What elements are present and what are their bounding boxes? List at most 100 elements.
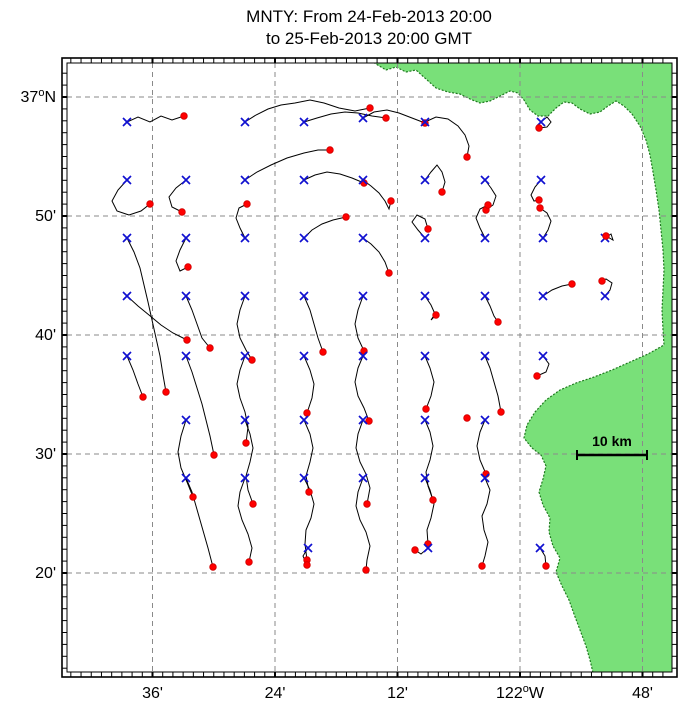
trajectory-path (303, 295, 324, 353)
trajectory-start-marker (358, 473, 368, 483)
scale-bar: 10 km (576, 433, 648, 460)
trajectory-end-marker (245, 558, 253, 566)
trajectory-start-marker (122, 351, 132, 361)
y-tick-label: 50' (35, 208, 56, 225)
trajectory-start-marker (122, 175, 132, 185)
land-polygon (373, 63, 672, 672)
trajectory-start-marker (358, 113, 368, 123)
figure-title-line1: MNTY: From 24-Feb-2013 20:00 (246, 7, 492, 26)
x-tick-label: 36' (142, 685, 163, 702)
trajectory-end-marker (602, 232, 610, 240)
trajectory-start-marker (358, 233, 368, 243)
trajectory-start-marker (181, 233, 191, 243)
trajectory-start-marker (122, 233, 132, 243)
y-tick-label: 30' (35, 446, 56, 463)
trajectory-end-marker (463, 153, 471, 161)
trajectory-start-marker (480, 351, 490, 361)
trajectory-path (244, 149, 330, 181)
trajectory-end-marker (478, 562, 486, 570)
figure-title-line2: to 25-Feb-2013 20:00 GMT (266, 29, 472, 48)
trajectory-end-marker (432, 311, 440, 319)
trajectory-end-marker (422, 405, 430, 413)
trajectory-start-marker (536, 175, 546, 185)
trajectory-start-marker (480, 415, 490, 425)
trajectory-end-marker (366, 104, 374, 112)
trajectory-start-marker (240, 415, 250, 425)
trajectory-path (244, 99, 371, 123)
trajectory-path (355, 477, 371, 571)
trajectory-end-marker (363, 500, 371, 508)
trajectory-layer (111, 99, 614, 571)
trajectory-start-marker (122, 291, 132, 301)
trajectory-start-marker (538, 233, 548, 243)
trajectory-end-marker (189, 493, 197, 501)
trajectory-start-marker (358, 291, 368, 301)
trajectory-end-marker (411, 546, 419, 554)
trajectory-start-marker (358, 175, 368, 185)
trajectory-start-marker (420, 351, 430, 361)
trajectory-start-marker (181, 291, 191, 301)
trajectory-end-marker (382, 114, 390, 122)
trajectory-path (126, 355, 144, 398)
x-tick-label: 122oW (496, 683, 545, 702)
trajectory-start-marker (358, 351, 368, 361)
trajectory-path (303, 111, 387, 123)
trajectory-start-marker (423, 543, 433, 553)
trajectory-start-marker (240, 117, 250, 127)
trajectory-end-marker (180, 112, 188, 120)
trajectory-start-marker (299, 175, 309, 185)
trajectory-start-marker (420, 473, 430, 483)
trajectory-start-marker (480, 175, 490, 185)
trajectory-path (354, 355, 370, 422)
trajectory-path (424, 355, 435, 410)
trajectory-path (303, 355, 315, 414)
trajectory-path (244, 419, 254, 505)
trajectory-start-marker (122, 117, 132, 127)
land-layer (373, 63, 672, 672)
trajectory-end-marker (249, 500, 257, 508)
trajectory-path (475, 204, 489, 239)
trajectory-end-marker (183, 336, 191, 344)
trajectory-end-marker (362, 566, 370, 574)
trajectory-path (126, 295, 188, 341)
trajectory-path (177, 419, 194, 498)
trajectory-start-marker (181, 415, 191, 425)
scale-bar-label: 10 km (592, 433, 632, 449)
trajectory-start-marker (420, 175, 430, 185)
trajectory-start-marker (181, 351, 191, 361)
trajectory-start-marker (299, 117, 309, 127)
trajectory-path (354, 295, 365, 352)
trajectory-end-marker (598, 277, 606, 285)
trajectory-path (539, 207, 552, 239)
trajectory-path (303, 419, 314, 493)
trajectory-path (168, 179, 187, 213)
trajectory-end-marker (326, 146, 334, 154)
trajectory-start-marker (240, 233, 250, 243)
trajectory-path (175, 237, 189, 272)
trajectory-end-marker (463, 414, 471, 422)
trajectory-end-marker (365, 417, 373, 425)
trajectory-start-marker (480, 473, 490, 483)
trajectory-path (237, 477, 253, 563)
trajectory-end-marker (178, 208, 186, 216)
trajectory-path (542, 283, 573, 297)
trajectory-path (185, 477, 214, 568)
trajectory-path (126, 115, 185, 123)
trajectory-path (111, 179, 151, 216)
trajectory-start-marker (600, 291, 610, 301)
trajectory-end-marker (542, 562, 550, 570)
trajectory-start-marker (299, 351, 309, 361)
trajectory-end-marker (429, 496, 437, 504)
trajectory-path (484, 355, 502, 413)
trajectory-end-marker (385, 269, 393, 277)
trajectory-end-marker (242, 439, 250, 447)
trajectory-start-marker (358, 415, 368, 425)
trajectory-end-marker (305, 488, 313, 496)
axis-labels: 37oN 50' 40' 30' 20' 36' 24' 12' 122oW 48' (21, 87, 653, 702)
trajectory-path (481, 477, 491, 567)
trajectory-start-marker (240, 351, 250, 361)
trajectory-end-marker (568, 280, 576, 288)
trajectory-path (236, 295, 253, 361)
trajectory-end-marker (303, 409, 311, 417)
